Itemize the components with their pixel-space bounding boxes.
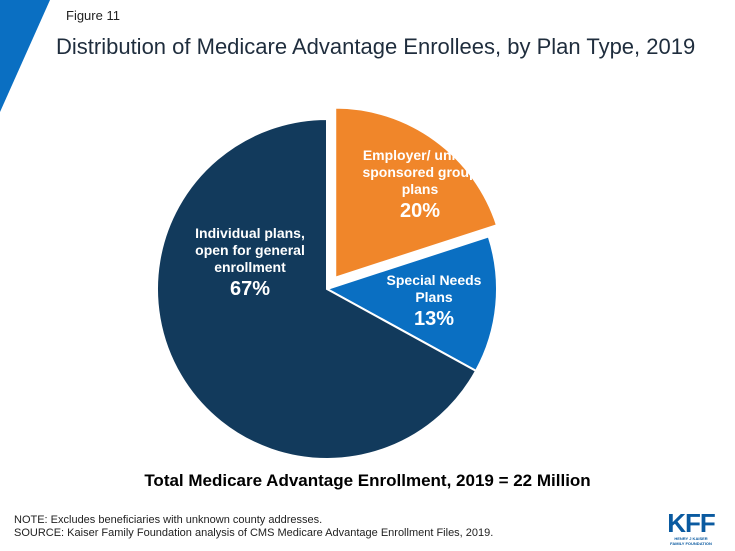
- note-text: NOTE: Excludes beneficiaries with unknow…: [14, 514, 323, 526]
- pie-slice-1: [334, 106, 499, 280]
- slice-label-2-line-2: Plans: [415, 289, 453, 305]
- source-text: SOURCE: Kaiser Family Foundation analysi…: [14, 527, 494, 539]
- slice-label-1-line-2: sponsored group: [362, 164, 477, 180]
- notes-block: NOTE: Excludes beneficiaries with unknow…: [14, 514, 493, 540]
- slice-label-3-line-2: open for general: [195, 242, 305, 258]
- logo-subtitle-1: HENRY J KAISER: [674, 536, 708, 541]
- slice-label-3-line-1: Individual plans,: [195, 225, 305, 241]
- figure-label: Figure 11: [66, 8, 120, 23]
- slice-label-1-line-3: plans: [402, 181, 439, 197]
- logo-subtitle-2: FAMILY FOUNDATION: [670, 541, 712, 546]
- slice-label-1-line-1: Employer/ union-: [363, 147, 478, 163]
- slice-value-1: 20%: [400, 200, 440, 222]
- total-enrollment: Total Medicare Advantage Enrollment, 201…: [144, 471, 591, 490]
- slice-label-2-line-1: Special Needs: [387, 272, 482, 288]
- chart-title: Distribution of Medicare Advantage Enrol…: [56, 34, 696, 59]
- corner-accent: [0, 0, 50, 112]
- kff-logo: KFF HENRY J KAISER FAMILY FOUNDATION: [661, 510, 721, 546]
- slice-value-3: 67%: [230, 278, 270, 300]
- slice-value-2: 13%: [414, 308, 454, 330]
- pie-slice-2: [324, 235, 498, 373]
- logo-wordmark: KFF: [667, 508, 716, 538]
- pie-slice-3: [156, 117, 478, 460]
- slice-label-3-line-3: enrollment: [214, 259, 286, 275]
